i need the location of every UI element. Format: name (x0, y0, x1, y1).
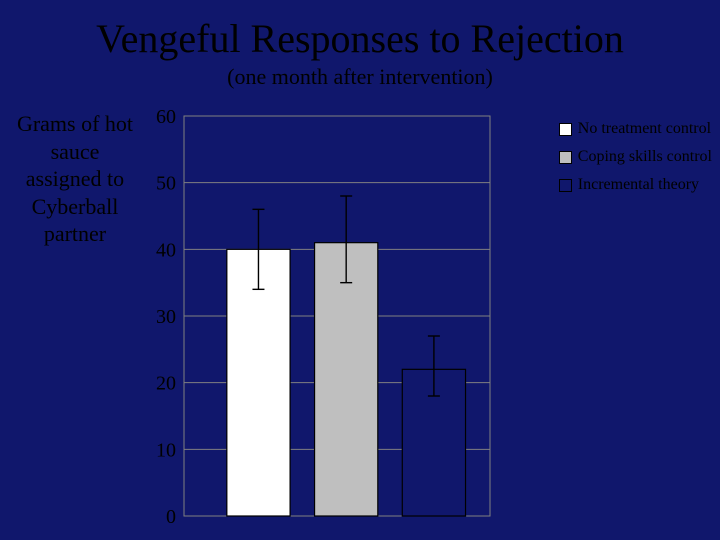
y-tick-label: 50 (156, 173, 176, 195)
y-tick-label: 20 (156, 373, 176, 395)
slide: Vengeful Responses to Rejection (one mon… (0, 0, 720, 540)
legend-item: No treatment control (559, 120, 712, 138)
y-tick-label: 40 (156, 239, 176, 261)
y-axis-label: Grams of hot sauce assigned to Cyberball… (10, 110, 140, 248)
legend-swatch (559, 123, 572, 136)
bar-coping-skills-control (315, 243, 378, 516)
y-tick-label: 10 (156, 439, 176, 461)
legend-label: No treatment control (578, 120, 711, 138)
legend-swatch (559, 179, 572, 192)
y-tick-label: 30 (156, 306, 176, 328)
legend-label: Coping skills control (578, 148, 712, 166)
legend-item: Incremental theory (559, 176, 712, 194)
y-tick-label: 60 (156, 110, 176, 128)
legend: No treatment control Coping skills contro… (559, 110, 712, 204)
legend-item: Coping skills control (559, 148, 712, 166)
legend-swatch (559, 151, 572, 164)
page-subtitle: (one month after intervention) (0, 64, 720, 90)
y-tick-label: 0 (166, 506, 176, 528)
page-title: Vengeful Responses to Rejection (0, 18, 720, 60)
legend-label: Incremental theory (578, 176, 699, 194)
